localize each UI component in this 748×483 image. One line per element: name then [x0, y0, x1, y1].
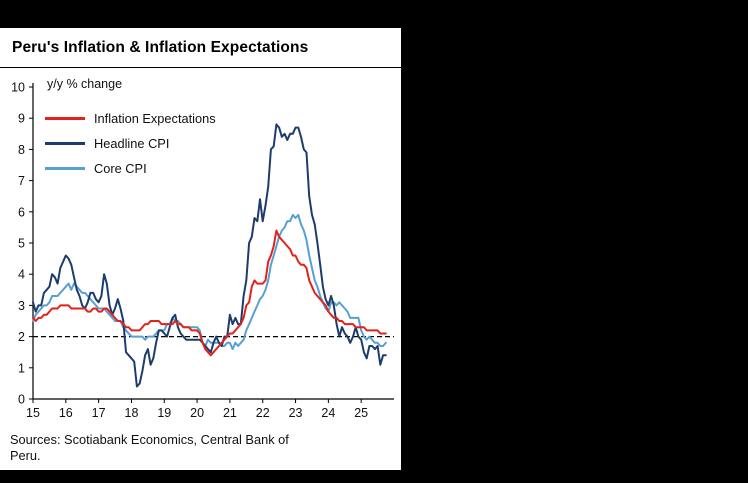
x-axis-tick-label: 17 [92, 406, 106, 420]
legend-label: Headline CPI [94, 136, 170, 151]
y-axis-tick-label: 7 [18, 174, 25, 188]
series-line-core-cpi [32, 213, 387, 351]
x-axis-tick-label: 18 [125, 406, 139, 420]
x-axis-tick-label: 19 [157, 406, 171, 420]
chart-title: Peru's Inflation & Inflation Expectation… [0, 28, 401, 68]
legend-item: Headline CPI [45, 131, 216, 156]
sources-note: Sources: Scotiabank Economics, Central B… [10, 432, 289, 463]
x-axis-tick-label: 21 [223, 406, 237, 420]
y-axis-tick-label: 1 [18, 361, 25, 375]
legend-swatch-inflation-expectations [45, 117, 85, 120]
series-line-inflation-expectations [32, 229, 387, 357]
legend-label: Core CPI [94, 161, 147, 176]
y-axis-tick-label: 3 [18, 299, 25, 313]
y-axis-tick-label: 6 [18, 205, 25, 219]
axis-units-label: y/y % change [47, 77, 123, 91]
legend-item: Core CPI [45, 156, 216, 181]
y-axis-tick-label: 4 [18, 268, 25, 282]
x-axis-tick-label: 23 [289, 406, 303, 420]
legend-swatch-headline-cpi [45, 142, 85, 145]
x-axis-tick-label: 16 [59, 406, 73, 420]
x-axis-tick-label: 20 [190, 406, 204, 420]
x-axis-tick-label: 22 [256, 406, 270, 420]
y-axis-tick-label: 5 [18, 237, 25, 251]
y-axis-tick-label: 9 [18, 112, 25, 126]
y-axis-tick-label: 0 [18, 393, 25, 407]
chart-card: Peru's Inflation & Inflation Expectation… [0, 28, 401, 470]
legend-swatch-core-cpi [45, 167, 85, 170]
legend-item: Inflation Expectations [45, 106, 216, 131]
legend-label: Inflation Expectations [94, 111, 216, 126]
y-axis-tick-label: 2 [18, 330, 25, 344]
y-axis-tick-label: 10 [11, 81, 25, 95]
x-axis-tick-label: 25 [354, 406, 368, 420]
x-axis-tick-label: 24 [321, 406, 335, 420]
series-line-headline-cpi [32, 123, 387, 388]
y-axis-tick-label: 8 [18, 143, 25, 157]
x-axis-tick-label: 15 [26, 406, 40, 420]
legend: Inflation Expectations Headline CPI Core… [45, 106, 216, 181]
